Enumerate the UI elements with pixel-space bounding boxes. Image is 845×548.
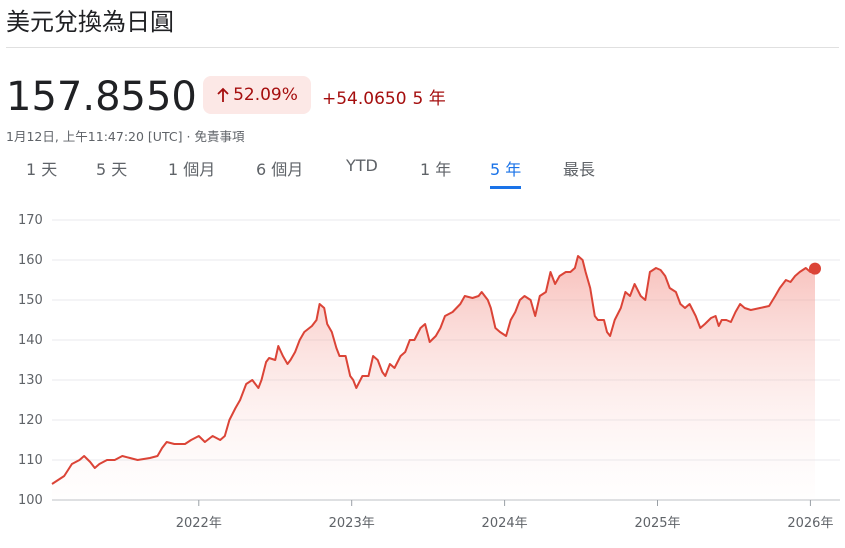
price: 157.8550 xyxy=(6,74,197,120)
range-tab[interactable]: 1 天 xyxy=(26,160,58,179)
x-tick-label: 2025年 xyxy=(634,516,680,531)
range-tab[interactable]: YTD xyxy=(346,156,378,175)
percent-badge: 52.09% xyxy=(203,76,311,114)
x-tick-label: 2023年 xyxy=(329,516,375,531)
timestamp-line: 1月12日, 上午11:47:20 [UTC] · 免責事項 xyxy=(6,126,244,145)
title: 美元兌換為日圓 xyxy=(6,8,174,36)
last-point xyxy=(809,262,821,275)
y-tick-label: 140 xyxy=(18,333,43,348)
y-tick-label: 130 xyxy=(18,373,43,388)
period: 5 年 xyxy=(412,89,446,109)
y-tick-label: 170 xyxy=(18,213,43,228)
range-tab[interactable]: 5 年 xyxy=(490,156,522,189)
y-tick-label: 120 xyxy=(18,413,43,428)
x-tick-label: 2026年 xyxy=(787,516,833,531)
y-tick-label: 160 xyxy=(18,253,43,268)
price-line xyxy=(51,255,816,485)
range-tab[interactable]: 最長 xyxy=(563,160,596,179)
range-tab[interactable]: 1 個月 xyxy=(168,160,216,179)
disclaimer[interactable]: 免責事項 xyxy=(194,129,245,144)
separator: · xyxy=(186,129,191,144)
timestamp: 1月12日, 上午11:47:20 [UTC] xyxy=(6,129,183,144)
range-tab[interactable]: 1 年 xyxy=(420,160,452,179)
range-tab[interactable]: 5 天 xyxy=(96,160,128,179)
change: +54.0650 5 年 xyxy=(322,84,446,109)
range-tab[interactable]: 6 個月 xyxy=(256,160,304,179)
y-tick-label: 100 xyxy=(18,493,43,508)
change-value: +54.0650 xyxy=(322,89,407,109)
y-tick-label: 110 xyxy=(18,453,43,468)
y-tick-label: 150 xyxy=(18,293,43,308)
x-tick-label: 2022年 xyxy=(176,516,222,531)
divider xyxy=(6,47,839,48)
percent-change: 52.09% xyxy=(233,85,298,105)
area xyxy=(52,256,815,500)
up-arrow-icon xyxy=(217,87,229,102)
x-tick-label: 2024年 xyxy=(482,516,528,531)
